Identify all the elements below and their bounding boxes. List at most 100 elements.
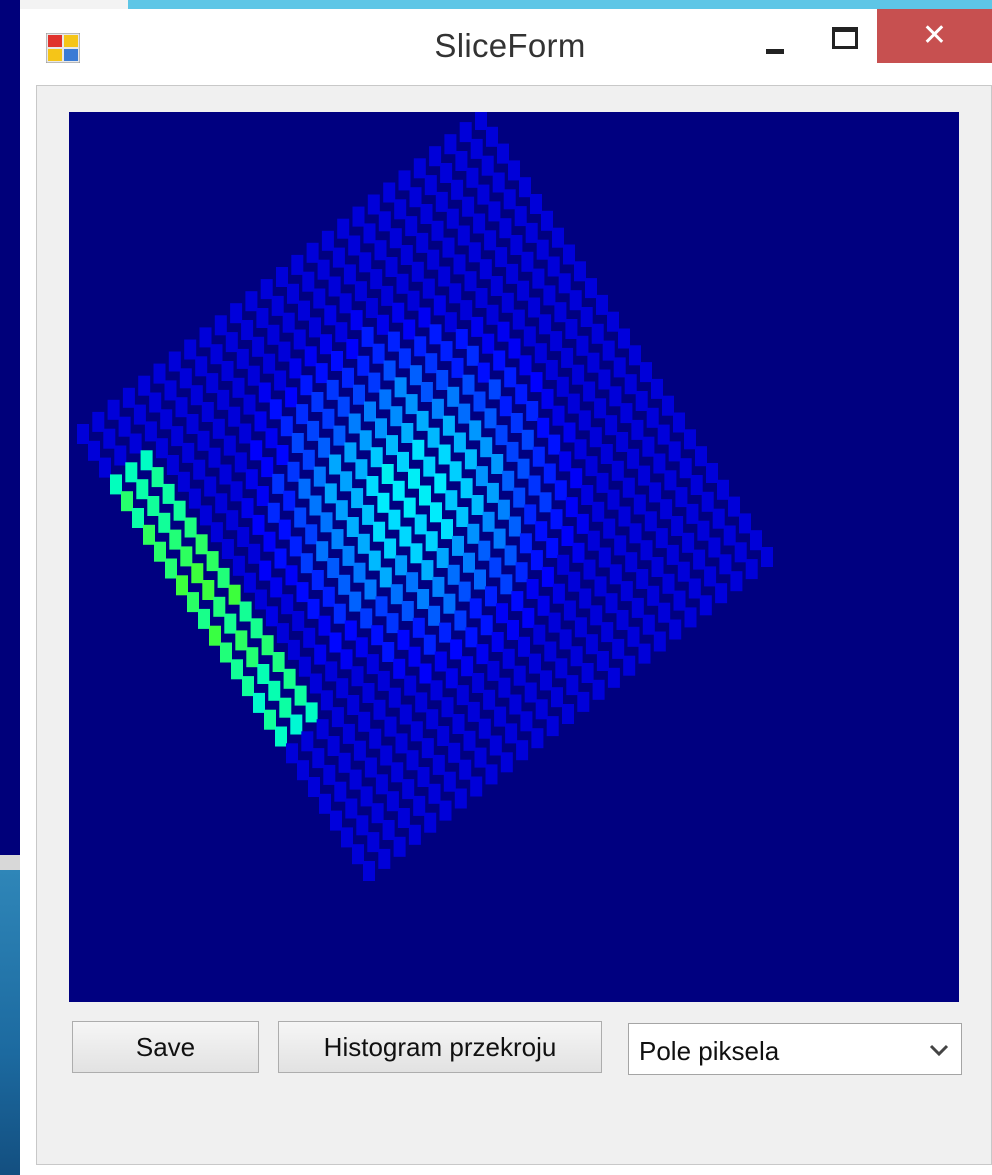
slice-pixel <box>383 360 396 381</box>
slice-pixel <box>662 573 675 594</box>
slice-pixel <box>153 363 166 384</box>
slice-pixel <box>367 832 380 853</box>
slice-pixel <box>366 476 379 496</box>
chevron-down-icon[interactable] <box>927 1038 951 1062</box>
slice-pixel <box>574 439 587 460</box>
slice-pixel <box>554 302 567 323</box>
slice-pixel <box>521 251 534 272</box>
window-title: SliceForm <box>434 27 586 64</box>
slice-pixel <box>332 247 345 268</box>
slice-pixel <box>431 398 444 419</box>
slice-pixel <box>261 457 274 478</box>
slice-pixel <box>382 820 395 840</box>
slice-pixel <box>546 716 559 737</box>
slice-pixel <box>592 501 605 522</box>
slice-pixel <box>357 533 370 554</box>
slice-pixel <box>471 316 484 337</box>
slice-pixel <box>382 642 395 662</box>
slice-pixel <box>413 158 426 179</box>
slice-pixel <box>377 670 390 691</box>
slice-pixel <box>414 514 427 535</box>
slice-pixel <box>701 491 714 512</box>
histogram-button[interactable]: Histogram przekroju <box>278 1021 602 1073</box>
slice-pixel <box>488 379 501 400</box>
view-mode-select[interactable]: Pole piksela <box>628 1023 962 1075</box>
slice-pixel <box>629 523 642 544</box>
slice-pixel <box>342 723 355 744</box>
slice-pixel <box>605 593 618 614</box>
slice-pixel <box>521 429 534 450</box>
slice-pixel <box>314 644 327 665</box>
slice-pixel <box>144 421 157 442</box>
slice-pixel <box>559 629 572 650</box>
slice-pixel <box>121 491 133 512</box>
slice-pixel <box>512 309 525 330</box>
slice-pixel <box>594 576 607 597</box>
slice-pixel <box>484 408 497 429</box>
maximize-button[interactable] <box>826 19 866 69</box>
slice-pixel <box>547 256 560 277</box>
slice-pixel <box>312 748 325 769</box>
slice-pixel <box>300 553 313 574</box>
slice-pixel <box>536 239 549 260</box>
slice-pixel <box>439 800 452 821</box>
slice-pixel <box>320 334 332 355</box>
minimize-button[interactable] <box>760 19 790 69</box>
slice-pixel <box>424 175 437 196</box>
slice-pixel <box>334 781 347 802</box>
slice-pixel <box>704 566 717 587</box>
slice-pixel <box>478 718 491 739</box>
close-button[interactable]: ✕ <box>877 9 992 63</box>
slice-pixel <box>479 259 492 280</box>
slice-pixel <box>517 458 530 479</box>
slice-pixel <box>583 381 596 402</box>
slice-pixel <box>491 454 504 474</box>
slice-pixel <box>483 689 496 710</box>
slice-pixel <box>379 389 392 410</box>
slice-pixel <box>313 288 326 309</box>
slice-pixel <box>436 548 449 568</box>
slice-pixel <box>563 422 576 443</box>
slice-pixel <box>611 460 624 481</box>
slice-pixel <box>423 456 436 477</box>
slice-pixel <box>328 276 341 297</box>
slice-image-view[interactable] <box>69 112 959 1002</box>
slice-pixel <box>524 504 537 525</box>
slice-pixel <box>473 391 486 412</box>
slice-pixel <box>574 261 586 282</box>
slice-pixel <box>620 403 633 424</box>
slice-pixel <box>214 315 227 336</box>
slice-pixel <box>730 571 743 592</box>
slice-pixel <box>495 247 508 268</box>
slice-pixel <box>502 470 515 491</box>
title-bar[interactable]: SliceForm ✕ <box>20 9 992 87</box>
slice-pixel <box>376 314 389 335</box>
slice-pixel <box>631 419 644 440</box>
slice-pixel <box>341 827 353 848</box>
slice-pixel <box>587 352 600 373</box>
slice-pixel <box>625 552 638 573</box>
slice-pixel <box>362 683 375 703</box>
slice-pixel <box>278 341 291 362</box>
app-window-icon[interactable] <box>46 33 80 63</box>
slice-pixel <box>394 377 407 398</box>
slice-pixel <box>151 467 164 488</box>
slice-pixel <box>467 701 480 722</box>
slice-pixel <box>293 329 306 350</box>
slice-pixel <box>447 386 460 407</box>
form-client-area: Save Histogram przekroju Pole piksela <box>36 85 992 1165</box>
slice-pixel <box>403 497 416 518</box>
slice-pixel <box>362 504 375 525</box>
slice-pixel <box>551 687 563 708</box>
slice-pixel <box>622 477 635 498</box>
slice-pixel <box>304 346 317 367</box>
slice-pixel <box>257 664 270 684</box>
slice-pixel <box>378 848 391 869</box>
slice-pixel <box>454 610 467 631</box>
slice-pixel <box>591 323 604 344</box>
slice-pixel <box>395 555 408 576</box>
slice-pixel <box>470 776 483 797</box>
slice-pixel <box>316 541 329 562</box>
slice-pixel <box>154 541 166 562</box>
save-button[interactable]: Save <box>72 1021 259 1073</box>
